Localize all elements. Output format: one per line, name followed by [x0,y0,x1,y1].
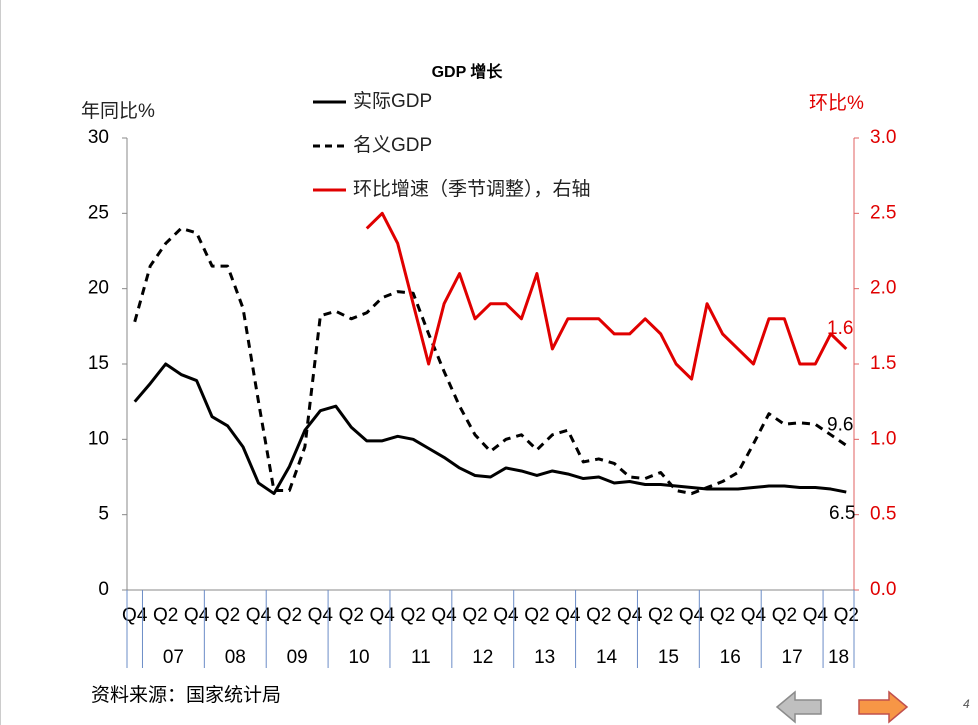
x-tick-label: Q4 [555,605,581,626]
x-tick-label: Q4 [122,605,148,626]
y2-tick-label: 0.0 [870,579,896,600]
legend-label: 实际GDP [353,91,433,112]
year-label: 16 [720,647,741,668]
x-tick-label: Q4 [741,605,767,626]
year-label: 08 [225,647,246,668]
year-label: 07 [163,647,184,668]
y-tick-label: 20 [88,278,109,299]
y2-tick-label: 2.5 [870,202,896,223]
y2-tick-label: 3.0 [870,127,896,148]
y2-tick-label: 1.5 [870,353,896,374]
year-label: 12 [472,647,493,668]
x-tick-label: Q4 [246,605,272,626]
x-tick-label: Q2 [710,605,735,626]
x-tick-label: Q4 [308,605,334,626]
legend-label: 名义GDP [353,135,433,156]
y-tick-label: 10 [88,428,109,449]
series-line [365,211,848,381]
x-tick-label: Q4 [431,605,457,626]
series-line [133,362,847,496]
x-tick-label: Q2 [215,605,240,626]
x-tick-label: Q2 [586,605,611,626]
year-label: 14 [596,647,618,668]
x-tick-label: Q4 [370,605,396,626]
series-line [133,226,848,496]
data-label: 9.6 [827,414,853,435]
year-label: 13 [534,647,555,668]
legend-label: 环比增速（季节调整），右轴 [353,179,591,200]
year-label: 17 [782,647,803,668]
y2-tick-label: 0.5 [870,504,896,525]
y2-axis-label: 环比% [809,92,864,114]
y2-tick-label: 1.0 [870,428,896,449]
y-tick-label: 30 [88,127,109,148]
x-tick-label: Q4 [493,605,519,626]
data-label: 6.5 [829,503,855,524]
x-tick-label: Q4 [803,605,829,626]
x-tick-label: Q2 [400,605,425,626]
y-axis-label: 年同比% [81,100,155,122]
x-tick-label: Q2 [153,605,178,626]
prev-button[interactable] [775,690,823,724]
year-label: 10 [348,647,369,668]
x-tick-label: Q4 [617,605,643,626]
y-tick-label: 25 [88,202,109,223]
y2-tick-label: 2.0 [870,278,896,299]
prev-arrow[interactable] [775,690,822,724]
x-tick-label: Q2 [834,605,859,626]
year-label: 09 [287,647,308,668]
x-tick-label: Q4 [184,605,210,626]
x-tick-label: Q2 [339,605,364,626]
x-tick-label: Q2 [772,605,797,626]
x-tick-label: Q2 [524,605,549,626]
next-arrow[interactable] [858,690,909,724]
page-number: 4 [963,697,970,711]
y-tick-label: 5 [98,504,109,525]
x-tick-label: Q2 [648,605,673,626]
x-tick-label: Q4 [679,605,705,626]
source-note: 资料来源：国家统计局 [91,684,281,706]
year-label: 15 [658,647,679,668]
year-label: 18 [828,647,849,668]
next-button[interactable] [857,690,909,724]
data-label: 1.6 [827,318,853,339]
y-tick-label: 0 [98,579,109,600]
chart-title: GDP 增长 [432,62,504,81]
x-tick-label: Q2 [277,605,302,626]
year-label: 11 [411,647,431,668]
x-tick-label: Q2 [462,605,487,626]
y-tick-label: 15 [88,353,109,374]
